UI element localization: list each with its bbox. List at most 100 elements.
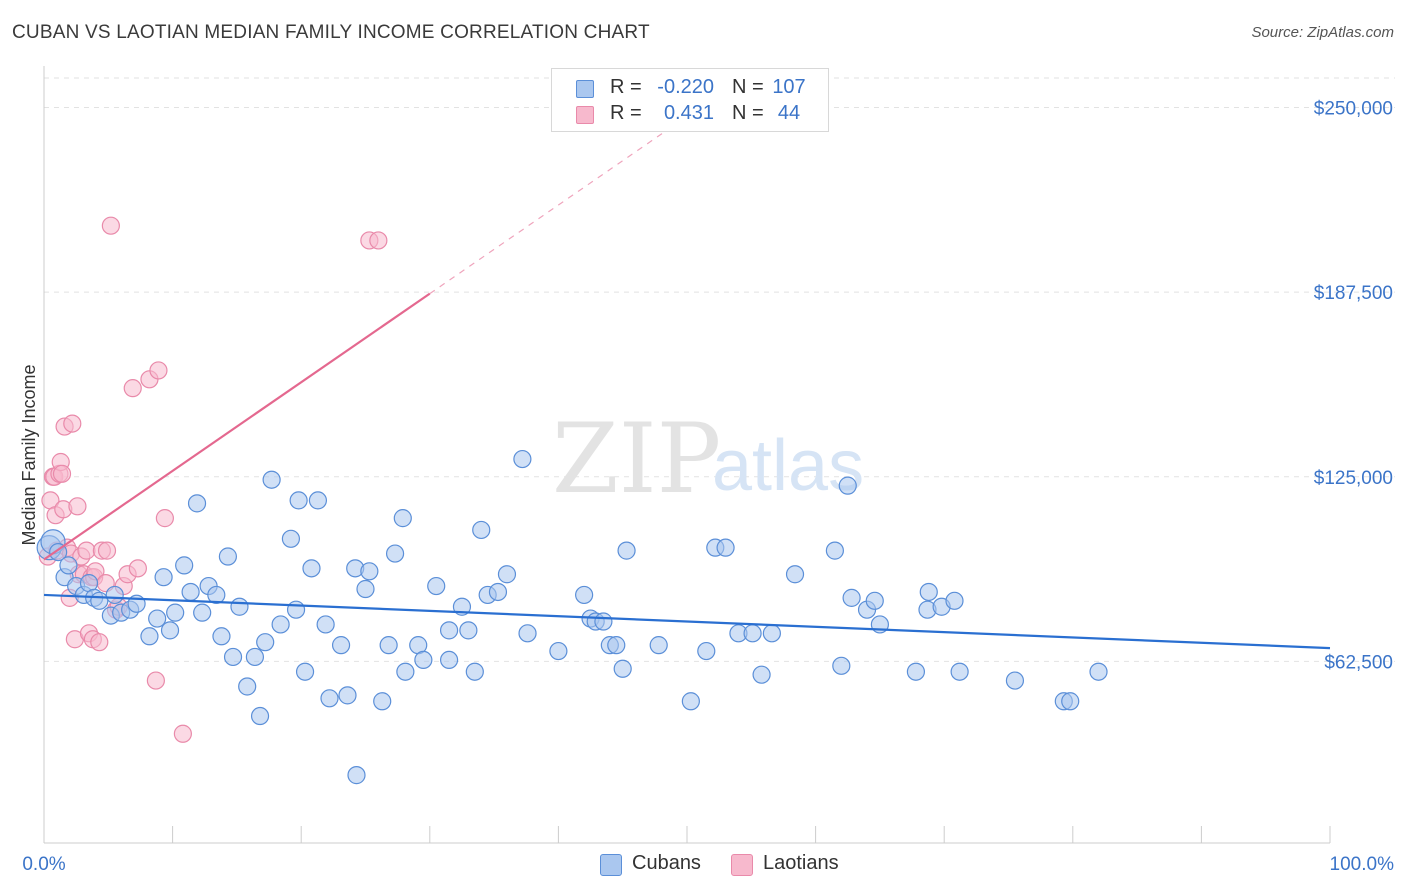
legend-r-label: R = bbox=[610, 102, 642, 124]
cubans-point bbox=[697, 641, 716, 661]
cubans-point bbox=[681, 692, 700, 711]
cubans-point bbox=[245, 647, 265, 667]
cubans-point bbox=[175, 556, 194, 575]
cubans-point bbox=[212, 627, 231, 646]
cubans-point bbox=[549, 641, 568, 661]
cubans-point bbox=[223, 647, 243, 667]
laotians-point bbox=[77, 541, 96, 560]
laotians-point bbox=[149, 361, 168, 380]
laotians-point bbox=[68, 497, 87, 516]
cubans-point bbox=[286, 600, 306, 619]
cubans-point bbox=[439, 650, 459, 670]
cubans-point bbox=[919, 582, 938, 602]
laotians-swatch bbox=[576, 106, 594, 124]
cubans-point bbox=[459, 621, 478, 640]
cubans-point bbox=[295, 662, 315, 681]
cubans-point bbox=[308, 491, 328, 510]
cubans-trend-line bbox=[43, 593, 1331, 650]
cubans-point bbox=[617, 541, 636, 560]
cubans-point bbox=[256, 633, 275, 652]
laotians-point bbox=[155, 509, 174, 528]
y-axis-label: Median Family Income bbox=[19, 364, 39, 545]
cubans-point bbox=[316, 615, 335, 634]
cubans-point bbox=[832, 656, 851, 675]
cubans-point bbox=[320, 689, 339, 708]
watermark-atlas: atlas bbox=[712, 426, 864, 506]
cubans-point bbox=[250, 706, 270, 726]
legend-n-label: N = bbox=[732, 76, 764, 98]
grid-layer bbox=[44, 77, 1395, 662]
cubans-points bbox=[36, 449, 1108, 785]
cubans-swatch bbox=[600, 854, 622, 876]
laotians-label: Laotians bbox=[763, 852, 839, 874]
laotians-point bbox=[52, 464, 72, 483]
cubans-point bbox=[842, 588, 861, 607]
cubans-point bbox=[105, 585, 124, 605]
y-tick-label: $187,500 bbox=[1314, 283, 1393, 304]
cubans-point bbox=[1061, 692, 1080, 711]
cubans-point bbox=[906, 662, 926, 681]
chart-title: CUBAN VS LAOTIAN MEDIAN FAMILY INCOME CO… bbox=[12, 22, 650, 43]
cubans-label: Cubans bbox=[632, 852, 701, 874]
watermark-zip: ZIP bbox=[552, 403, 721, 515]
watermark: ZIP atlas bbox=[552, 403, 864, 515]
cubans-point bbox=[230, 597, 249, 616]
laotians-point bbox=[101, 216, 120, 235]
cubans-point bbox=[513, 449, 532, 469]
y-tick-labels: $62,500 $125,000 $187,500 $250,000 bbox=[1314, 99, 1393, 674]
cubans-point bbox=[140, 627, 159, 646]
legend-n-label: N = bbox=[732, 102, 764, 124]
cubans-point bbox=[181, 582, 200, 602]
cubans-point bbox=[271, 615, 290, 634]
chart-source: Source: ZipAtlas.com bbox=[1251, 24, 1394, 41]
legend-r-value: 0.431 bbox=[663, 102, 714, 124]
legend-row-laotians: R = 0.431 N = 44 bbox=[552, 100, 828, 128]
cubans-point bbox=[950, 662, 969, 681]
cubans-point bbox=[427, 576, 446, 596]
laotians-trend-line bbox=[43, 292, 431, 561]
cubans-swatch bbox=[576, 80, 594, 98]
cubans-point bbox=[393, 509, 412, 528]
laotians-swatch bbox=[731, 854, 753, 876]
cubans-point bbox=[865, 591, 884, 610]
legend-r-label: R = bbox=[610, 76, 642, 98]
axis-layer bbox=[43, 66, 1331, 844]
cubans-point bbox=[575, 585, 594, 605]
cubans-point bbox=[218, 547, 237, 566]
laotians-point bbox=[63, 414, 82, 433]
laotians-point bbox=[128, 559, 147, 578]
cubans-point bbox=[785, 565, 805, 584]
cubans-point bbox=[160, 621, 180, 640]
cubans-point bbox=[439, 621, 459, 640]
y-tick-label: $125,000 bbox=[1314, 468, 1393, 489]
cubans-point bbox=[154, 568, 173, 587]
cubans-point bbox=[649, 636, 668, 655]
cubans-point bbox=[472, 520, 491, 540]
cubans-point bbox=[838, 476, 857, 495]
stats-legend: R = -0.220 N = 107 R = 0.431 N = 44 bbox=[551, 68, 829, 132]
cubans-point bbox=[825, 541, 844, 560]
y-tick-label: $62,500 bbox=[1324, 652, 1393, 673]
cubans-point bbox=[716, 538, 735, 557]
cubans-point bbox=[59, 556, 78, 575]
laotians-point bbox=[123, 379, 142, 398]
cubans-point bbox=[385, 544, 405, 563]
laotians-point bbox=[369, 231, 388, 250]
cubans-point bbox=[594, 612, 613, 631]
cubans-point bbox=[945, 591, 964, 610]
legend-row-cubans: R = -0.220 N = 107 bbox=[552, 74, 828, 102]
laotians-point bbox=[90, 633, 109, 652]
cubans-point bbox=[238, 677, 257, 696]
cubans-point bbox=[465, 662, 484, 681]
laotians-points bbox=[38, 216, 388, 743]
cubans-point bbox=[1005, 671, 1025, 690]
cubans-point bbox=[338, 686, 357, 705]
cubans-point bbox=[90, 591, 109, 610]
x-tick-labels: 0.0% 100.0% bbox=[22, 854, 1394, 875]
cubans-point bbox=[1089, 662, 1108, 681]
cubans-point bbox=[281, 529, 301, 548]
cubans-point bbox=[414, 650, 433, 670]
cubans-point bbox=[187, 494, 207, 513]
laotians-trend-extension bbox=[429, 115, 688, 295]
cubans-point bbox=[613, 659, 632, 678]
